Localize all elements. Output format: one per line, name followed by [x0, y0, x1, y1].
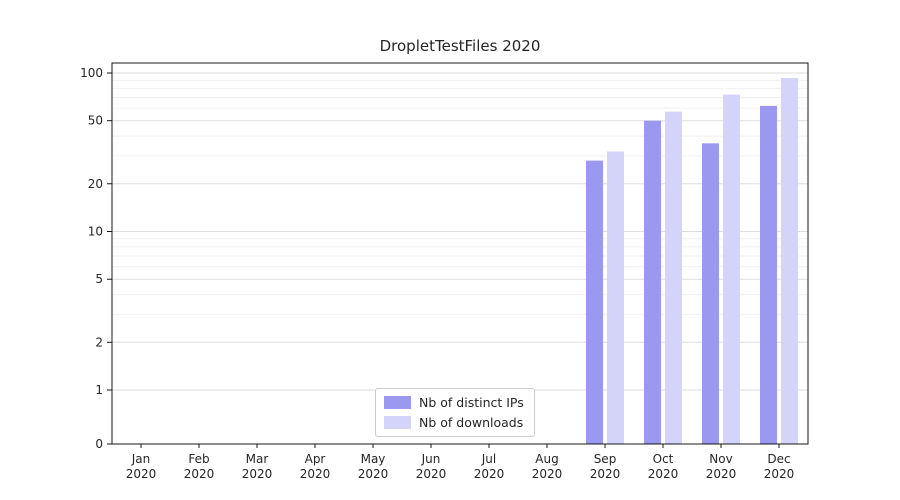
y-tick-label: 20: [88, 177, 103, 191]
y-tick-label: 1: [95, 383, 103, 397]
x-tick-label-month: May: [361, 452, 386, 466]
x-tick-label-month: Oct: [653, 452, 674, 466]
y-tick-label: 0: [95, 437, 103, 451]
x-tick-label-year: 2020: [300, 467, 331, 481]
x-tick-label-month: Feb: [188, 452, 209, 466]
legend-item-downloads: Nb of downloads: [384, 415, 524, 430]
x-tick-label-year: 2020: [416, 467, 447, 481]
y-tick-label: 50: [88, 114, 103, 128]
chart-title: DropletTestFiles 2020: [379, 37, 541, 55]
bar-downloads-oct: [665, 111, 682, 444]
chart-legend: Nb of distinct IPs Nb of downloads: [375, 388, 535, 437]
x-tick-label-year: 2020: [590, 467, 621, 481]
legend-swatch-distinct-ips: [384, 396, 411, 409]
x-tick-label-year: 2020: [358, 467, 389, 481]
x-tick-label-month: Jul: [481, 452, 496, 466]
bar-downloads-dec: [781, 77, 798, 444]
bar-distinct-ips-oct: [644, 120, 661, 444]
x-tick-label-year: 2020: [764, 467, 795, 481]
x-tick-label-month: Dec: [767, 452, 790, 466]
legend-label-downloads: Nb of downloads: [419, 415, 524, 430]
x-tick-label-year: 2020: [532, 467, 563, 481]
y-tick-label: 10: [88, 225, 103, 239]
x-tick-label-year: 2020: [648, 467, 679, 481]
y-tick-label: 2: [95, 335, 103, 349]
bar-downloads-sep: [607, 151, 624, 445]
x-tick-label-year: 2020: [126, 467, 157, 481]
x-tick-label-month: Aug: [535, 452, 558, 466]
x-tick-label-month: Jun: [421, 452, 441, 466]
x-tick-label-month: Nov: [709, 452, 732, 466]
x-tick-label-year: 2020: [242, 467, 273, 481]
y-tick-label: 5: [95, 272, 103, 286]
x-tick-label-month: Apr: [305, 452, 326, 466]
y-tick-label: 100: [80, 66, 103, 80]
x-tick-label-month: Sep: [594, 452, 617, 466]
bar-distinct-ips-dec: [760, 105, 777, 444]
x-tick-label-year: 2020: [474, 467, 505, 481]
x-tick-label-month: Jan: [131, 452, 151, 466]
x-tick-label-year: 2020: [184, 467, 215, 481]
legend-label-distinct-ips: Nb of distinct IPs: [419, 395, 524, 410]
x-tick-label-month: Mar: [246, 452, 269, 466]
legend-item-distinct-ips: Nb of distinct IPs: [384, 395, 524, 410]
bar-downloads-nov: [723, 94, 740, 444]
bar-distinct-ips-nov: [702, 143, 719, 444]
bar-distinct-ips-sep: [586, 160, 603, 444]
legend-swatch-downloads: [384, 416, 411, 429]
axes-frame: [111, 62, 809, 445]
x-tick-label-year: 2020: [706, 467, 737, 481]
